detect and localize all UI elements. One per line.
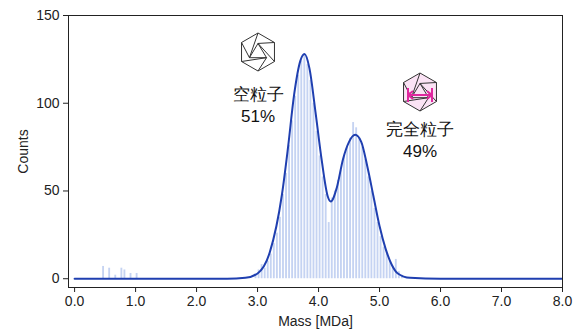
svg-text:0: 0: [52, 270, 60, 286]
svg-text:完全粒子49%: 完全粒子49%: [386, 120, 454, 161]
svg-text:6.0: 6.0: [431, 293, 451, 309]
svg-text:3.0: 3.0: [248, 293, 268, 309]
svg-text:150: 150: [36, 7, 60, 23]
svg-text:50: 50: [44, 182, 60, 198]
svg-text:1.0: 1.0: [126, 293, 146, 309]
svg-text:7.0: 7.0: [492, 293, 512, 309]
svg-text:0.0: 0.0: [65, 293, 85, 309]
svg-text:4.0: 4.0: [309, 293, 329, 309]
svg-text:100: 100: [36, 95, 60, 111]
svg-text:8.0: 8.0: [553, 293, 573, 309]
svg-text:Mass [MDa]: Mass [MDa]: [278, 313, 353, 329]
svg-text:2.0: 2.0: [187, 293, 207, 309]
svg-text:5.0: 5.0: [370, 293, 390, 309]
svg-text:Counts: Counts: [15, 129, 31, 173]
svg-text:空粒子51%: 空粒子51%: [233, 85, 284, 126]
